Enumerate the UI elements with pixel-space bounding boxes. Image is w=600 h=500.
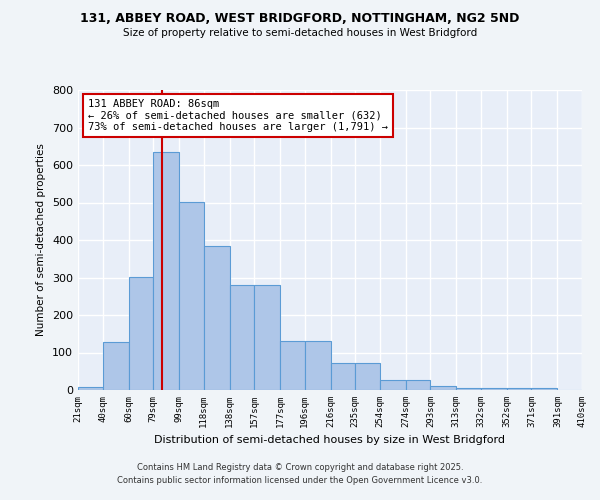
- Text: Size of property relative to semi-detached houses in West Bridgford: Size of property relative to semi-detach…: [123, 28, 477, 38]
- Bar: [305, 341, 331, 390]
- Bar: [355, 364, 380, 390]
- Bar: [153, 152, 179, 390]
- Bar: [254, 286, 280, 390]
- Bar: [481, 388, 507, 390]
- Bar: [203, 246, 230, 390]
- Bar: [78, 387, 103, 390]
- Bar: [430, 386, 457, 390]
- X-axis label: Distribution of semi-detached houses by size in West Bridgford: Distribution of semi-detached houses by …: [155, 436, 505, 446]
- Y-axis label: Number of semi-detached properties: Number of semi-detached properties: [37, 144, 46, 336]
- Text: Contains public sector information licensed under the Open Government Licence v3: Contains public sector information licen…: [118, 476, 482, 485]
- Bar: [128, 277, 153, 390]
- Text: 131, ABBEY ROAD, WEST BRIDGFORD, NOTTINGHAM, NG2 5ND: 131, ABBEY ROAD, WEST BRIDGFORD, NOTTING…: [80, 12, 520, 26]
- Text: 131 ABBEY ROAD: 86sqm
← 26% of semi-detached houses are smaller (632)
73% of sem: 131 ABBEY ROAD: 86sqm ← 26% of semi-deta…: [88, 99, 388, 132]
- Bar: [103, 342, 128, 390]
- Bar: [331, 364, 355, 390]
- Bar: [457, 388, 481, 390]
- Text: Contains HM Land Registry data © Crown copyright and database right 2025.: Contains HM Land Registry data © Crown c…: [137, 464, 463, 472]
- Bar: [380, 380, 406, 390]
- Bar: [179, 202, 203, 390]
- Bar: [406, 380, 430, 390]
- Bar: [507, 388, 532, 390]
- Bar: [532, 388, 557, 390]
- Bar: [230, 286, 254, 390]
- Bar: [280, 341, 305, 390]
